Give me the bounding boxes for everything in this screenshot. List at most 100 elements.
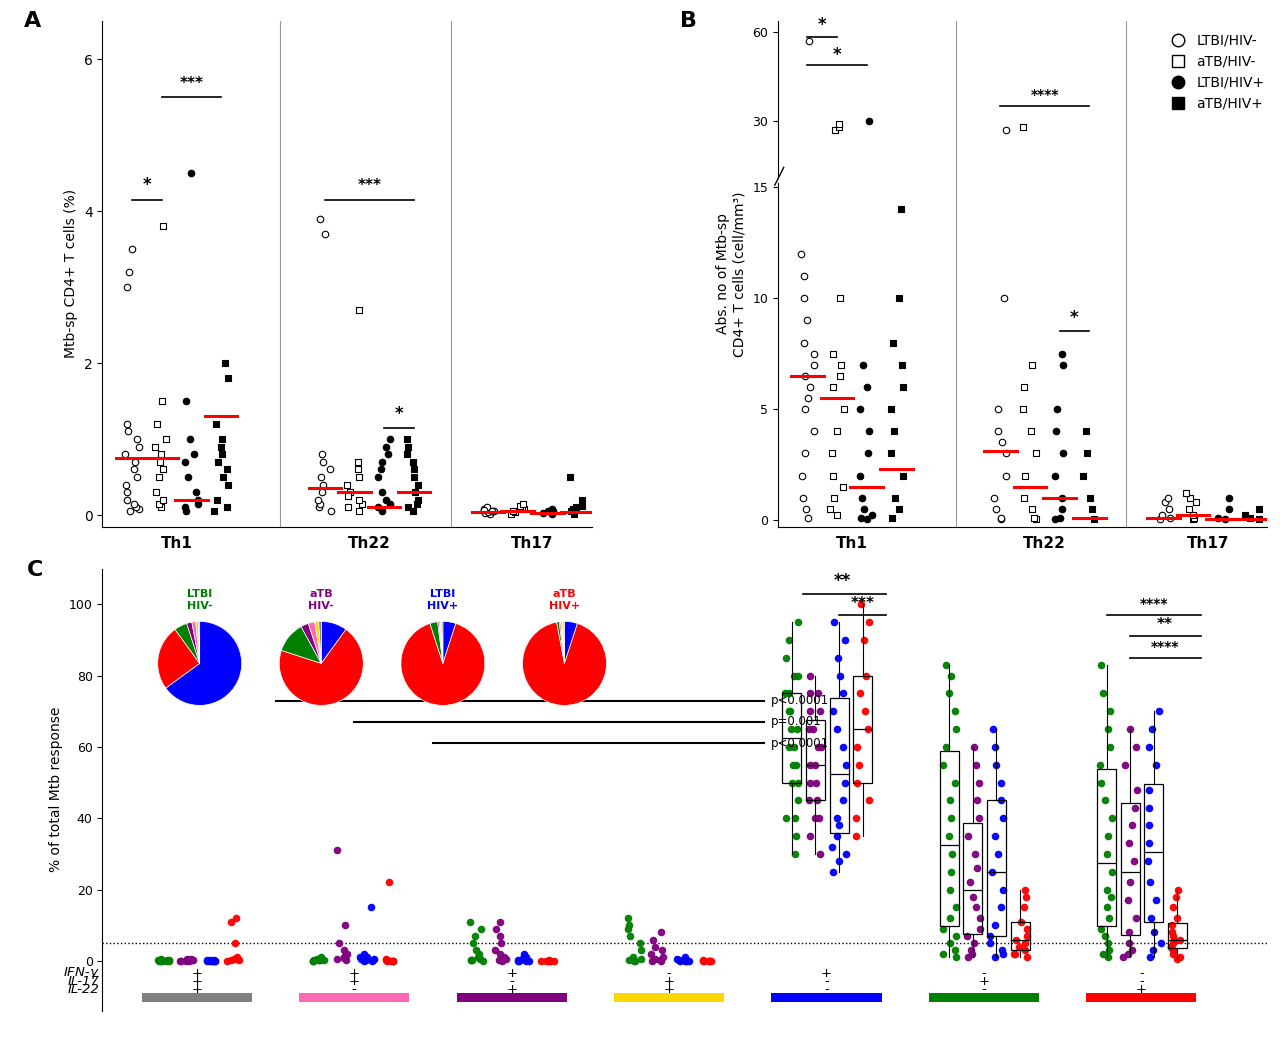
Wedge shape xyxy=(440,621,443,663)
Point xyxy=(1176,484,1197,501)
Point xyxy=(1126,781,1147,798)
Point xyxy=(1180,490,1201,506)
Point xyxy=(146,484,166,501)
Point xyxy=(1016,949,1037,966)
Point xyxy=(1091,920,1111,937)
Point xyxy=(516,952,536,969)
Point xyxy=(1014,490,1034,506)
Point xyxy=(159,952,179,969)
Point xyxy=(476,499,497,516)
Point xyxy=(979,935,1000,952)
Point xyxy=(200,952,220,969)
Point xyxy=(148,953,169,970)
Point xyxy=(1126,738,1147,755)
Point xyxy=(315,225,335,242)
Point xyxy=(477,503,498,520)
Point xyxy=(120,503,141,520)
Y-axis label: Mtb-sp CD4+ T cells (%): Mtb-sp CD4+ T cells (%) xyxy=(64,190,78,358)
Bar xyxy=(782,694,801,782)
Point xyxy=(643,931,663,948)
Point xyxy=(1146,756,1166,773)
Title: aTB
HIV+: aTB HIV+ xyxy=(549,590,580,611)
Point xyxy=(536,953,557,970)
Point xyxy=(1142,720,1162,737)
Point xyxy=(369,499,389,516)
Y-axis label: % of total Mtb response: % of total Mtb response xyxy=(49,707,63,873)
Point xyxy=(1125,799,1146,816)
Wedge shape xyxy=(522,622,607,706)
Point xyxy=(541,500,562,517)
Point xyxy=(828,817,849,834)
Point xyxy=(941,863,961,880)
Point xyxy=(956,928,977,945)
Point xyxy=(177,503,197,520)
Point xyxy=(1248,511,1268,528)
Text: +: + xyxy=(348,967,360,980)
Wedge shape xyxy=(157,630,200,688)
Point xyxy=(936,656,956,673)
Point xyxy=(991,774,1011,791)
Point xyxy=(145,438,165,455)
Point xyxy=(1097,846,1117,862)
Point xyxy=(1184,510,1204,526)
Point xyxy=(829,668,850,684)
Point xyxy=(338,488,358,504)
Text: A: A xyxy=(24,11,41,31)
Text: +: + xyxy=(348,975,360,988)
Point xyxy=(214,469,234,485)
Point xyxy=(641,952,662,969)
Point xyxy=(367,469,388,485)
Point xyxy=(202,952,223,969)
Bar xyxy=(614,993,724,1002)
Point xyxy=(1098,935,1119,952)
Point xyxy=(992,946,1012,962)
Point xyxy=(969,910,989,927)
Text: -: - xyxy=(824,984,829,996)
Point xyxy=(991,510,1011,526)
Point xyxy=(1170,931,1190,948)
Point xyxy=(678,952,699,969)
Point xyxy=(1187,494,1207,511)
Point xyxy=(1098,910,1119,927)
Point xyxy=(1005,946,1025,962)
Point xyxy=(988,400,1009,417)
Point xyxy=(512,951,532,968)
Wedge shape xyxy=(282,627,321,663)
Point xyxy=(941,792,961,809)
Point xyxy=(641,946,662,962)
Point xyxy=(1047,400,1068,417)
Point xyxy=(1084,511,1105,528)
Point xyxy=(820,500,841,517)
Point xyxy=(677,953,698,970)
Point xyxy=(372,503,393,520)
Point xyxy=(675,949,695,966)
Point xyxy=(1219,500,1239,517)
Point xyxy=(159,952,179,969)
Point xyxy=(1117,892,1138,909)
Point xyxy=(829,118,850,135)
Point xyxy=(152,218,173,235)
Point xyxy=(795,290,815,306)
Point xyxy=(156,431,177,448)
Point xyxy=(1215,511,1235,528)
Point xyxy=(1162,941,1183,958)
Point xyxy=(850,400,870,417)
Point xyxy=(188,495,209,512)
Point xyxy=(786,756,806,773)
Point xyxy=(799,668,819,684)
Point xyxy=(371,484,392,501)
Point xyxy=(676,952,696,969)
Point xyxy=(986,738,1006,755)
Point xyxy=(858,511,878,528)
Point xyxy=(996,468,1016,484)
Point xyxy=(827,506,847,523)
Point xyxy=(178,469,198,485)
Point xyxy=(1098,941,1119,958)
Point xyxy=(1075,422,1096,439)
Point xyxy=(1161,938,1181,955)
Point xyxy=(668,952,689,969)
Point xyxy=(984,828,1005,845)
Point xyxy=(504,503,525,520)
Point xyxy=(211,431,232,448)
Point xyxy=(1146,892,1166,909)
